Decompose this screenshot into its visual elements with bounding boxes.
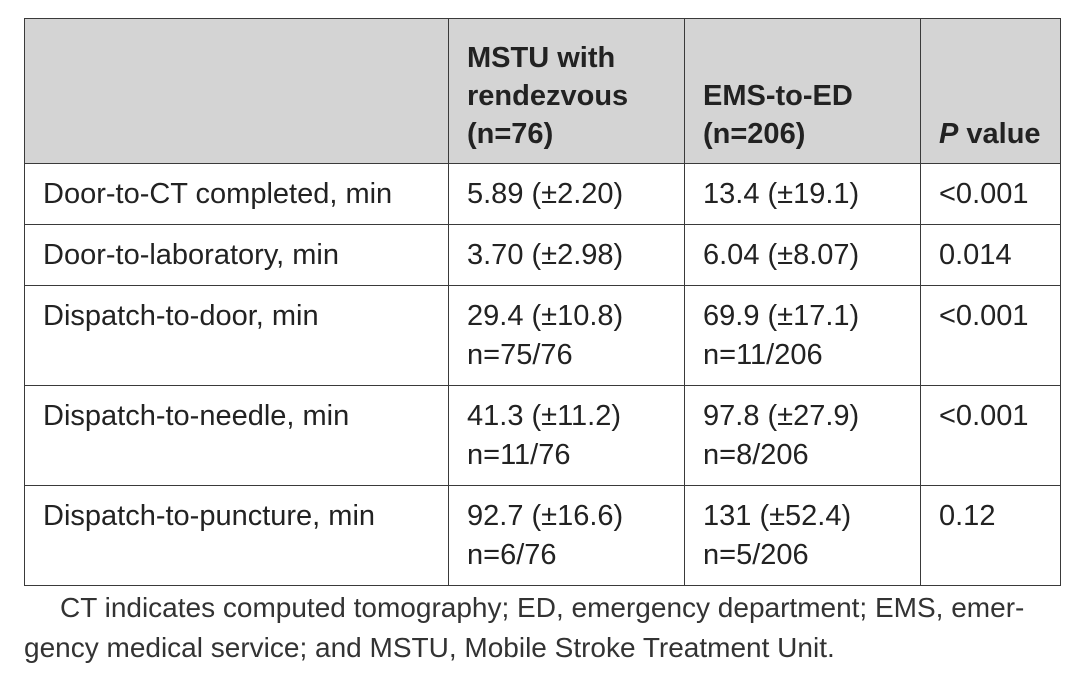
mstu-cell: 41.3 (±11.2) n=11/76 xyxy=(448,385,685,486)
p-value-cell: <0.001 xyxy=(920,285,1061,386)
header-p-value: P value xyxy=(920,18,1061,164)
ems-cell: 97.8 (±27.9) n=8/206 xyxy=(684,385,921,486)
mstu-count: n=75/76 xyxy=(467,339,573,371)
table-row: Dispatch-to-puncture, min 92.7 (±16.6) n… xyxy=(24,485,1061,586)
header-mstu-line: rendezvous xyxy=(467,80,629,112)
header-empty xyxy=(24,18,449,164)
ems-value: 69.9 (±17.1) xyxy=(703,300,860,332)
header-mstu-line: MSTU with xyxy=(467,42,616,74)
mstu-value: 29.4 (±10.8) xyxy=(467,300,624,332)
header-p-italic: P xyxy=(939,118,959,150)
ems-cell: 131 (±52.4) n=5/206 xyxy=(684,485,921,586)
mstu-value: 3.70 (±2.98) xyxy=(467,239,624,271)
ems-value: 13.4 (±19.1) xyxy=(703,178,860,210)
header-mstu: MSTU with rendezvous (n=76) xyxy=(448,18,685,164)
table-row: Dispatch-to-needle, min 41.3 (±11.2) n=1… xyxy=(24,385,1061,486)
ems-count: n=8/206 xyxy=(703,439,809,471)
row-label: Door-to-CT completed, min xyxy=(24,163,449,225)
p-value-cell: <0.001 xyxy=(920,163,1061,225)
ems-cell: 69.9 (±17.1) n=11/206 xyxy=(684,285,921,386)
row-label: Dispatch-to-needle, min xyxy=(24,385,449,486)
header-p-rest: value xyxy=(958,118,1041,150)
ems-cell: 6.04 (±8.07) xyxy=(684,224,921,286)
comparison-table: MSTU with rendezvous (n=76) EMS-to-ED (n… xyxy=(24,18,1061,586)
header-mstu-line: (n=76) xyxy=(467,118,554,150)
row-label: Dispatch-to-puncture, min xyxy=(24,485,449,586)
mstu-value: 92.7 (±16.6) xyxy=(467,500,624,532)
mstu-cell: 92.7 (±16.6) n=6/76 xyxy=(448,485,685,586)
ems-cell: 13.4 (±19.1) xyxy=(684,163,921,225)
mstu-cell: 3.70 (±2.98) xyxy=(448,224,685,286)
ems-count: n=5/206 xyxy=(703,539,809,571)
table-row: Door-to-laboratory, min 3.70 (±2.98) 6.0… xyxy=(24,224,1061,286)
mstu-count: n=6/76 xyxy=(467,539,557,571)
p-value-cell: 0.12 xyxy=(920,485,1061,586)
mstu-count: n=11/76 xyxy=(467,439,571,471)
ems-value: 131 (±52.4) xyxy=(703,500,852,532)
mstu-value: 41.3 (±11.2) xyxy=(467,400,622,432)
row-label: Door-to-laboratory, min xyxy=(24,224,449,286)
header-ems-line: EMS-to-ED xyxy=(703,80,853,112)
header-ems: EMS-to-ED (n=206) xyxy=(684,18,921,164)
p-value-cell: 0.014 xyxy=(920,224,1061,286)
ems-value: 97.8 (±27.9) xyxy=(703,400,860,432)
mstu-cell: 5.89 (±2.20) xyxy=(448,163,685,225)
ems-value: 6.04 (±8.07) xyxy=(703,239,860,271)
header-ems-line: (n=206) xyxy=(703,118,806,150)
mstu-cell: 29.4 (±10.8) n=75/76 xyxy=(448,285,685,386)
ems-count: n=11/206 xyxy=(703,339,823,371)
p-value-cell: <0.001 xyxy=(920,385,1061,486)
table-row: Door-to-CT completed, min 5.89 (±2.20) 1… xyxy=(24,163,1061,225)
row-label: Dispatch-to-door, min xyxy=(24,285,449,386)
mstu-value: 5.89 (±2.20) xyxy=(467,178,624,210)
header-row: MSTU with rendezvous (n=76) EMS-to-ED (n… xyxy=(24,18,1061,164)
table-footnote: CT indicates computed tomography; ED, em… xyxy=(24,592,1025,663)
table-row: Dispatch-to-door, min 29.4 (±10.8) n=75/… xyxy=(24,285,1061,386)
